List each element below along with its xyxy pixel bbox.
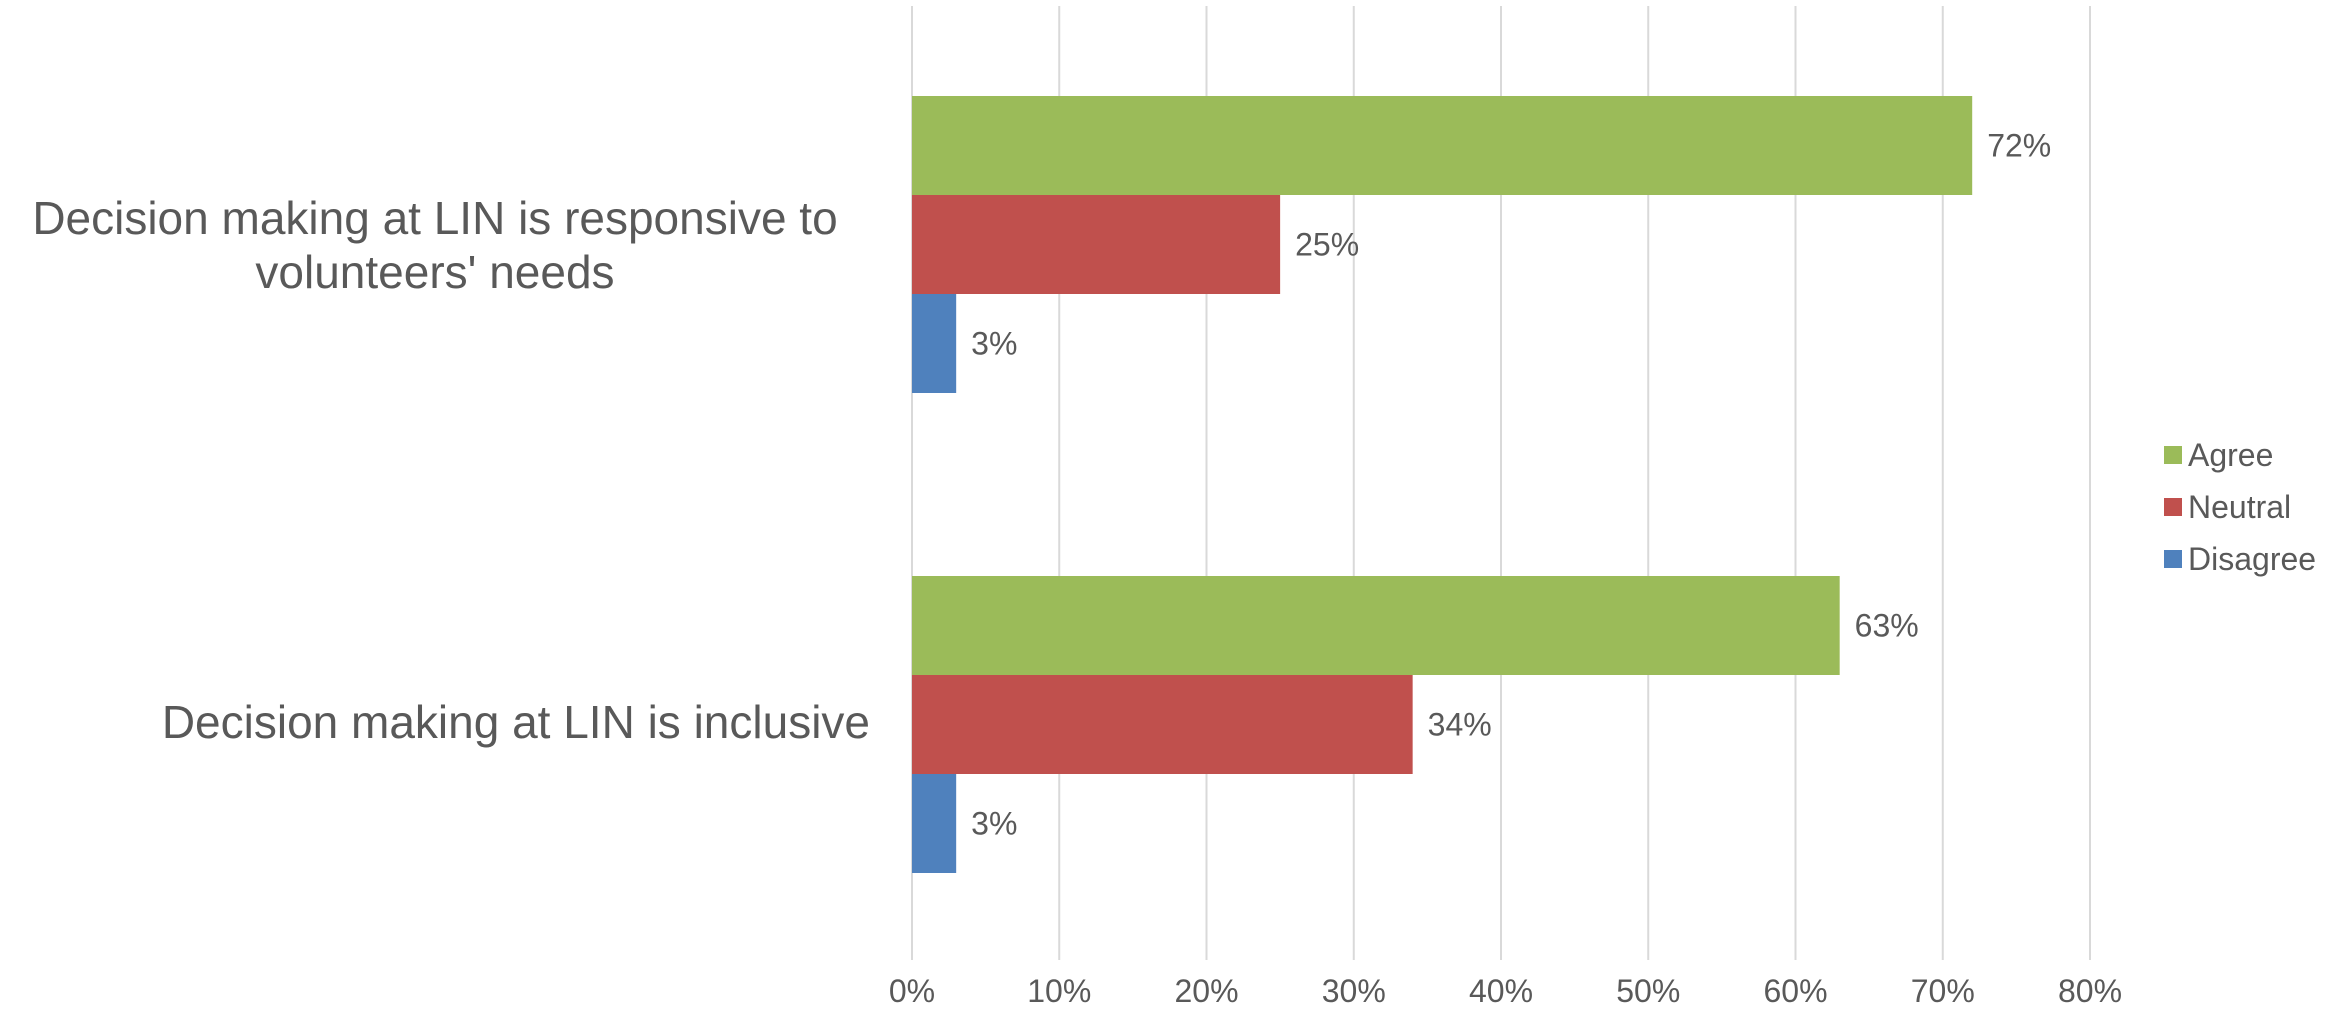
- x-tick-label: 0%: [889, 973, 935, 1009]
- x-tick-label: 70%: [1911, 973, 1975, 1009]
- x-tick-label: 40%: [1469, 973, 1533, 1009]
- bar-disagree: [912, 774, 957, 873]
- bar-disagree: [912, 294, 957, 393]
- legend-label: Neutral: [2188, 489, 2291, 525]
- x-tick-label: 50%: [1616, 973, 1680, 1009]
- category-label: Decision making at LIN is inclusive: [162, 696, 870, 748]
- legend-swatch-agree: [2164, 446, 2182, 464]
- bar-agree: [912, 576, 1840, 675]
- legend-label: Agree: [2188, 437, 2273, 473]
- legend-swatch-neutral: [2164, 498, 2182, 516]
- data-label: 25%: [1295, 227, 1359, 263]
- data-label: 3%: [971, 806, 1017, 842]
- legend-label: Disagree: [2188, 541, 2316, 577]
- data-label: 34%: [1428, 707, 1492, 743]
- legend-swatch-disagree: [2164, 550, 2182, 568]
- bar-neutral: [912, 195, 1281, 294]
- category-label-line: Decision making at LIN is responsive to: [32, 192, 837, 244]
- category-label-line: volunteers' needs: [255, 246, 614, 298]
- x-tick-label: 80%: [2058, 973, 2122, 1009]
- data-label: 63%: [1855, 608, 1919, 644]
- x-tick-label: 60%: [1763, 973, 1827, 1009]
- data-label: 72%: [1987, 128, 2051, 164]
- x-tick-label: 10%: [1027, 973, 1091, 1009]
- bar-neutral: [912, 675, 1413, 774]
- x-tick-label: 20%: [1174, 973, 1238, 1009]
- x-tick-label: 30%: [1322, 973, 1386, 1009]
- bar-agree: [912, 96, 1973, 195]
- data-label: 3%: [971, 326, 1017, 362]
- category-label: Decision making at LIN is responsive to v…: [32, 192, 837, 298]
